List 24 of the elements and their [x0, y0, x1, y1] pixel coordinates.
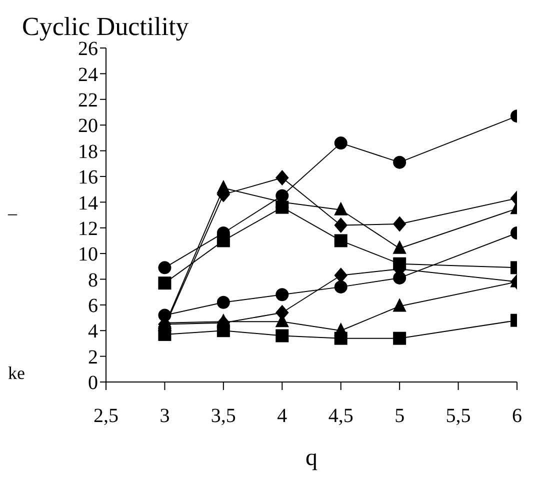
text: –: [8, 203, 17, 224]
x-tick-label: 5,5: [446, 405, 471, 428]
y-tick-label: 24: [78, 64, 98, 86]
y-tick-label: 22: [78, 89, 98, 112]
y-tick-label: 16: [78, 166, 98, 189]
y-tick-label: 18: [78, 140, 98, 163]
x-tick-label: 2,5: [94, 405, 118, 428]
y-tick-label: 10: [78, 244, 98, 266]
y-tick-label: 0: [88, 372, 98, 394]
x-tick-label: 3: [160, 405, 170, 428]
y-tick-label: 4: [88, 320, 98, 343]
x-tick-label: 4: [277, 405, 288, 428]
y-tick-label: 8: [88, 269, 98, 292]
y-tick-label: 2: [88, 346, 98, 368]
text: ke: [8, 363, 25, 384]
y-tick-label: 20: [78, 115, 98, 138]
x-tick-label: 4,5: [328, 405, 354, 428]
x-tick-label: 5: [394, 405, 405, 428]
y-tick-label: 14: [78, 192, 98, 214]
y-tick-label: 12: [78, 218, 98, 240]
y-tick-label: 6: [88, 295, 98, 318]
x-axis-title: q: [306, 445, 318, 471]
x-tick-label: 6: [512, 405, 522, 428]
x-tick-label: 3,5: [210, 405, 236, 428]
